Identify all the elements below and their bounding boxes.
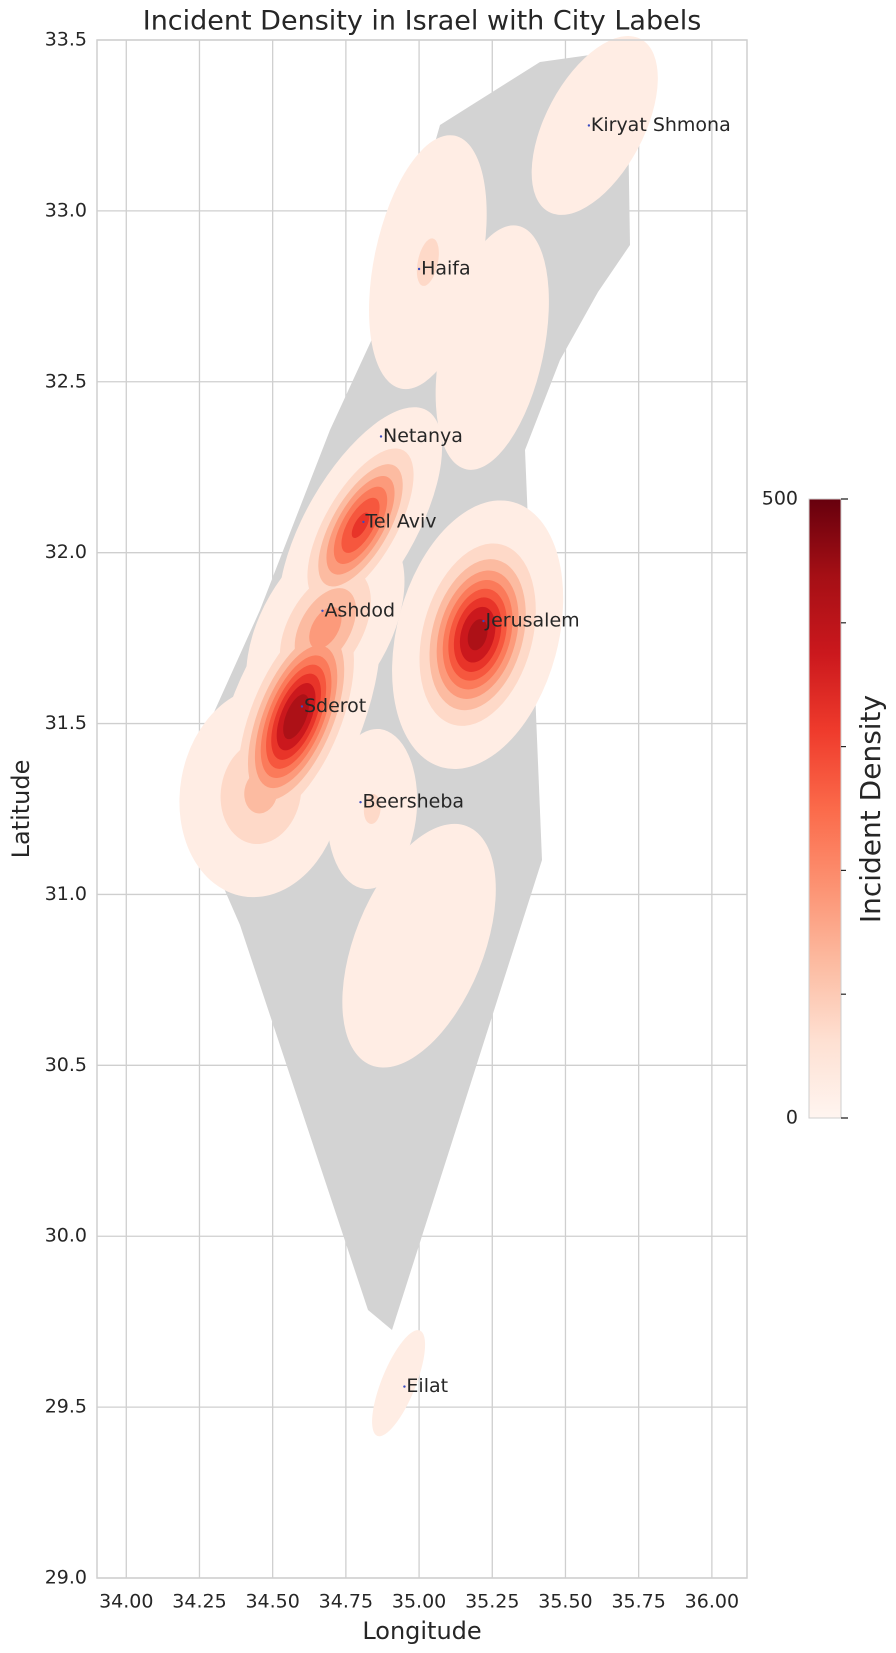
x-tick-label: 34.25 <box>172 1591 226 1613</box>
city-label: Haifa <box>421 257 471 279</box>
colorbar-tick-label: 0 <box>786 1107 798 1129</box>
density-contour <box>531 36 658 215</box>
density-contour <box>372 1330 426 1437</box>
colorbar <box>808 498 842 1119</box>
y-tick-label: 32.5 <box>45 370 87 392</box>
x-tick-label: 36.00 <box>685 1591 739 1613</box>
chart-title: Incident Density in Israel with City Lab… <box>143 6 702 37</box>
city-point <box>403 1385 406 1388</box>
y-tick-label: 29.0 <box>45 1567 87 1589</box>
city-label: Beersheba <box>363 791 465 813</box>
city-point <box>362 520 365 524</box>
city-label: Eilat <box>406 1375 448 1397</box>
x-axis-label: Longitude <box>362 1617 481 1645</box>
city-point <box>359 800 362 804</box>
city-point <box>379 435 383 438</box>
y-tick-label: 29.5 <box>45 1396 87 1418</box>
density-contour <box>416 238 439 286</box>
city-point <box>482 619 485 623</box>
density-contour <box>435 225 549 470</box>
city-label: Sderot <box>304 695 366 717</box>
city-point <box>587 124 591 127</box>
plot-frame <box>96 39 748 1579</box>
density-contour <box>363 794 381 824</box>
y-axis-label: Latitude <box>7 760 35 859</box>
density-contour <box>342 823 496 1068</box>
x-tick-label: 34.75 <box>319 1591 373 1613</box>
city-label: Ashdod <box>324 599 395 621</box>
city-label: Netanya <box>383 425 463 447</box>
y-tick-label: 33.5 <box>45 29 87 51</box>
density-contour <box>351 512 370 539</box>
y-tick-label: 30.0 <box>45 1225 87 1247</box>
city-point <box>300 705 304 708</box>
y-tick-label: 31.5 <box>45 712 87 734</box>
city-label: Kiryat Shmona <box>591 114 731 136</box>
x-tick-label: 35.75 <box>611 1591 665 1613</box>
city-labels: Kiryat Shmona Haifa Netanya Tel Aviv Ashdod J… <box>300 114 731 1397</box>
x-tick-label: 34.50 <box>245 1591 299 1613</box>
city-label: Tel Aviv <box>364 510 436 532</box>
y-tick-label: 31.0 <box>45 883 87 905</box>
x-tick-label: 35.00 <box>392 1591 446 1613</box>
city-point <box>417 267 421 271</box>
city-label: Jerusalem <box>484 610 579 632</box>
y-tick-label: 30.5 <box>45 1054 87 1076</box>
city-point <box>321 609 324 612</box>
y-tick-label: 33.0 <box>45 199 87 221</box>
y-tick-label: 32.0 <box>45 541 87 563</box>
density-contours <box>179 36 658 1437</box>
x-tick-label: 35.50 <box>538 1591 592 1613</box>
x-tick-label: 35.25 <box>465 1591 519 1613</box>
density-contour <box>467 619 488 651</box>
density-contour <box>309 606 342 649</box>
colorbar-tick-label: 500 <box>762 488 798 510</box>
x-tick-label: 34.00 <box>99 1591 153 1613</box>
colorbar-label: Incident Density <box>854 695 887 923</box>
